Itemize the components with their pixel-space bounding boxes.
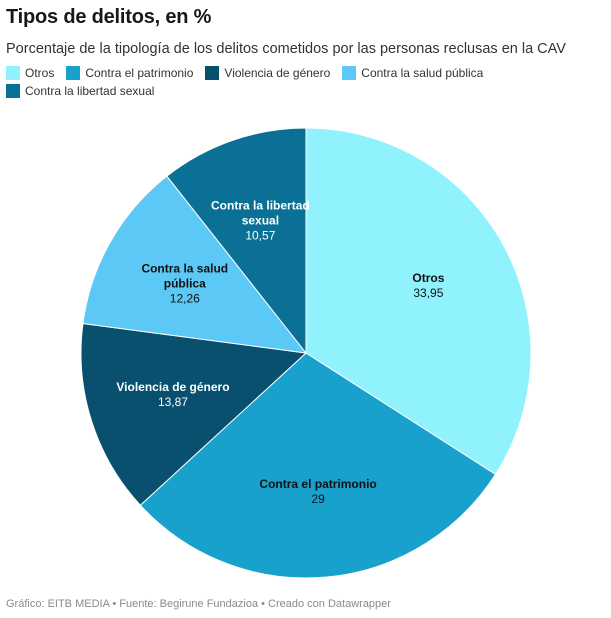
legend-swatch bbox=[205, 66, 220, 80]
legend-item-contra-el-patrimonio: Contra el patrimonio bbox=[66, 66, 193, 80]
legend-item-otros: Otros bbox=[6, 66, 54, 80]
pie-slice-otros bbox=[305, 127, 532, 476]
slice-category-label: Contra la libertad bbox=[211, 199, 310, 213]
slice-category-label: Contra la salud bbox=[141, 261, 228, 275]
slice-value-label: 33,95 bbox=[413, 286, 443, 300]
legend: Otros Contra el patrimonio Violencia de gé… bbox=[6, 66, 546, 98]
slice-category-label: sexual bbox=[242, 214, 279, 228]
slice-category-label: pública bbox=[164, 276, 206, 290]
legend-item-contra-la-libertad-sexual: Contra la libertad sexual bbox=[6, 84, 154, 98]
legend-swatch bbox=[66, 66, 81, 80]
slice-value-label: 12,26 bbox=[170, 291, 200, 305]
legend-label: Contra el patrimonio bbox=[85, 66, 194, 80]
slice-category-label: Contra el patrimonio bbox=[259, 477, 376, 491]
legend-label: Contra la salud pública bbox=[361, 66, 484, 80]
slice-value-label: 13,87 bbox=[158, 395, 188, 409]
chart-footer: Gráfico: EITB MEDIA • Fuente: Begirune F… bbox=[6, 598, 391, 610]
chart-title: Tipos de delitos, en % bbox=[6, 6, 212, 28]
legend-label: Violencia de género bbox=[224, 66, 331, 80]
legend-swatch bbox=[6, 84, 20, 98]
pie-slice-contra-la-salud-publica bbox=[82, 175, 308, 354]
pie-slice-violencia-de-genero bbox=[80, 322, 308, 506]
slice-category-label: Otros bbox=[412, 271, 444, 285]
legend-label: Contra la libertad sexual bbox=[25, 84, 155, 98]
pie-slice-contra-la-libertad-sexual bbox=[166, 127, 307, 355]
slice-value-label: 10,57 bbox=[245, 229, 275, 243]
slice-category-label: Violencia de género bbox=[116, 380, 229, 394]
legend-swatch bbox=[6, 66, 20, 80]
legend-label: Otros bbox=[25, 66, 55, 80]
legend-item-violencia-de-genero: Violencia de género bbox=[205, 66, 330, 80]
legend-swatch bbox=[342, 66, 357, 80]
slice-value-label: 29 bbox=[311, 492, 325, 506]
legend-item-contra-la-salud-publica: Contra la salud pública bbox=[342, 66, 483, 80]
chart-subtitle: Porcentaje de la tipología de los delito… bbox=[6, 41, 566, 57]
pie-slice-contra-el-patrimonio bbox=[139, 352, 497, 579]
